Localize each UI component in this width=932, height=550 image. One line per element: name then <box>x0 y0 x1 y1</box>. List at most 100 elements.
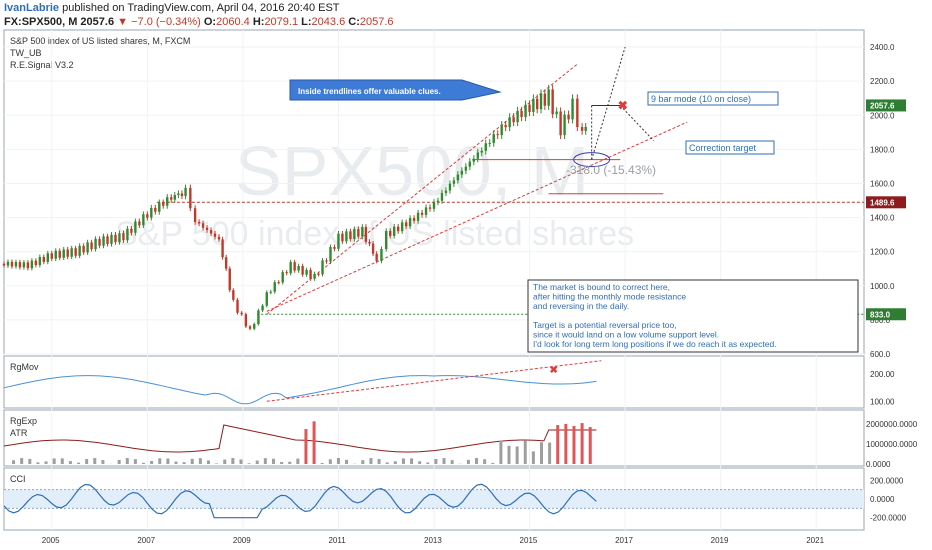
volume-bar <box>150 460 154 464</box>
legend-indicator-1[interactable]: TW_UB <box>10 48 42 58</box>
time-tick-label: 2021 <box>806 536 824 545</box>
volume-bar <box>540 442 543 464</box>
rgexp-tick-label: 1000000.0000 <box>866 440 918 449</box>
volume-bar <box>450 460 454 464</box>
candle-body <box>571 98 574 120</box>
candle-body <box>436 200 440 203</box>
candle-body <box>114 234 117 243</box>
volume-bar <box>158 458 162 464</box>
candle-body <box>412 218 416 221</box>
watermark-description: S&P 500 index of US listed shares <box>115 215 634 253</box>
candle-body <box>170 197 173 200</box>
candle-body <box>408 218 412 227</box>
volume-bar <box>271 458 275 464</box>
volume-bar <box>491 462 495 464</box>
volume-bar <box>466 459 470 464</box>
time-tick-label: 2005 <box>42 536 60 545</box>
candle-body <box>213 233 217 237</box>
volume-bar <box>28 458 32 464</box>
symbol-label: FX:SPX500, M <box>4 16 78 28</box>
candle-body <box>98 238 101 246</box>
candle-body <box>305 269 308 275</box>
volume-bar <box>182 462 186 464</box>
candle-body <box>563 114 566 136</box>
mode-label-box[interactable] <box>647 91 779 106</box>
cci-tick-label: -200.0000 <box>870 514 907 523</box>
note-box[interactable] <box>527 279 859 353</box>
volume-bar <box>223 459 227 464</box>
candle-body <box>26 262 30 269</box>
candle-body <box>177 193 180 196</box>
callout-text: Inside trendlines offer valuable clues. <box>298 87 441 96</box>
candle-body <box>277 282 280 284</box>
candle-body <box>512 117 515 123</box>
candle-body <box>375 253 378 261</box>
volume-bar <box>93 458 97 464</box>
candle-body <box>74 248 77 256</box>
volume-bar <box>133 459 137 464</box>
note-line: Target is a potential reversal price too… <box>533 320 677 330</box>
reversal-x-icon: ✖ <box>618 99 628 113</box>
candle-body <box>193 208 197 222</box>
candle-body <box>400 222 404 232</box>
candle-body <box>248 326 252 329</box>
rgexp-tick-label: 0.0000 <box>866 460 891 469</box>
volume-bar <box>328 459 332 464</box>
volume-bar <box>572 426 576 464</box>
time-tick-label: 2009 <box>233 536 251 545</box>
time-tick-label: 2017 <box>615 536 633 545</box>
axes-layer: 2400.0 2200.0 2000.0 1800.0 1600.0 1400.0 1200… <box>42 43 918 545</box>
note-line: after hitting the monthly mode resistanc… <box>533 292 686 302</box>
candle-body <box>329 247 332 262</box>
candle-body <box>301 265 304 275</box>
legend-indicator-2[interactable]: R.E.Signal V3.2 <box>10 60 74 70</box>
price-tick-label: 1800.0 <box>870 145 895 154</box>
candle-body <box>567 114 570 120</box>
candle-body <box>173 195 177 200</box>
candle-body <box>236 299 239 313</box>
price-tick-label: 1400.0 <box>870 214 895 223</box>
candle-body <box>539 93 543 110</box>
candle-body <box>261 305 264 311</box>
volume-bar <box>507 445 511 464</box>
volume-bar <box>580 423 584 464</box>
candle-body <box>184 187 187 197</box>
candle-body <box>313 273 316 279</box>
note-line: and reversing in the daily. <box>533 301 629 311</box>
volume-bar <box>280 462 284 464</box>
candle-body <box>380 249 383 261</box>
candle-body <box>158 202 161 212</box>
correction-label-box[interactable] <box>685 140 775 155</box>
author-link[interactable]: IvanLabrie <box>4 2 60 14</box>
volume-bar <box>320 462 324 464</box>
candle-body <box>345 231 348 242</box>
candle-body <box>396 226 400 232</box>
legend-title: S&P 500 index of US listed shares, M, FX… <box>10 36 190 46</box>
candle-body <box>472 158 476 162</box>
volume-bar <box>401 458 405 464</box>
candle-body <box>126 228 129 241</box>
candle-body <box>337 233 340 249</box>
candle-body <box>197 221 201 224</box>
volume-bar <box>515 446 519 464</box>
note-line: I'd look for long term long positions if… <box>533 339 777 349</box>
volume-bar <box>68 461 72 464</box>
candle-body <box>416 212 420 221</box>
volume-bar <box>345 459 349 464</box>
volume-bar <box>434 459 438 464</box>
price-badge-label: 2057.6 <box>870 101 895 110</box>
candle-body <box>353 229 356 240</box>
candle-body <box>253 324 256 329</box>
candle-body <box>524 104 527 118</box>
candle-body <box>142 214 145 226</box>
candle-body <box>444 190 448 193</box>
atr-line <box>3 424 597 453</box>
mode-label: 9 bar mode (10 on close) <box>651 94 751 104</box>
candle-body <box>424 207 428 215</box>
cci-line <box>3 483 597 519</box>
candle-body <box>110 234 113 244</box>
candle-body <box>293 262 296 271</box>
close-value: 2057.6 <box>359 16 394 28</box>
